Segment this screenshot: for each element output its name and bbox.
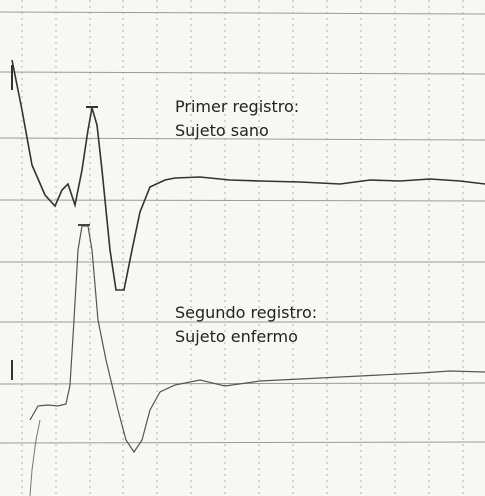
annotation-line: Primer registro: — [175, 97, 299, 116]
annotation-line: Sujeto sano — [175, 121, 269, 140]
annotation-line: Segundo registro: — [175, 303, 317, 322]
recording-strip: Primer registro: Sujeto sano Segundo reg… — [0, 0, 485, 496]
annotation-line: Sujeto enfermo — [175, 327, 298, 346]
paper — [0, 0, 485, 496]
